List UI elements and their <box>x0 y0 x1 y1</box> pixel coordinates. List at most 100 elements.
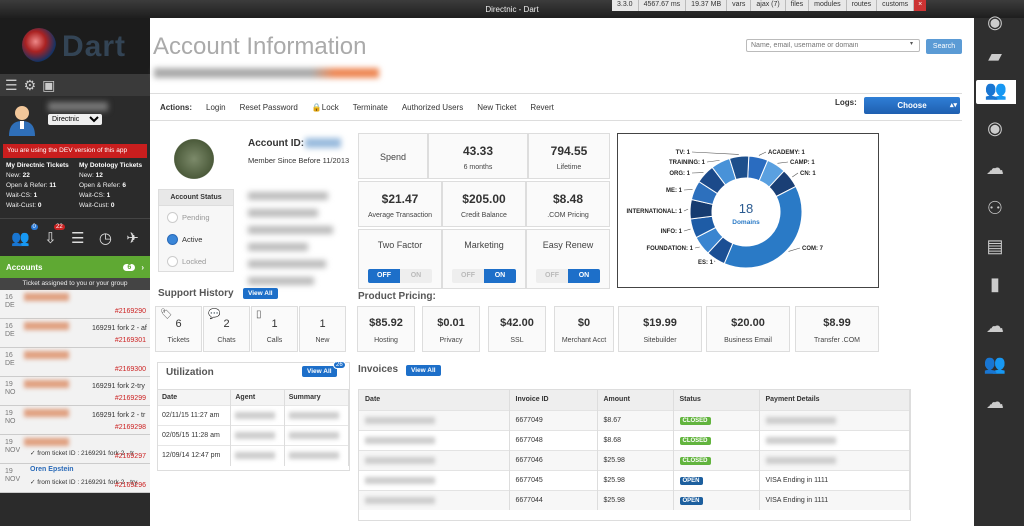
gear-icon[interactable]: ⚙ <box>23 76 37 93</box>
users-icon[interactable]: 👥 <box>983 354 1007 374</box>
sidebar-iconbar: 👥 0 ⇩ 22 ☰ ◷ ✈ <box>0 218 150 256</box>
pricing-privacy: $0.01 Privacy <box>422 306 480 352</box>
donut-leader-line <box>706 160 720 163</box>
authorized-users-action[interactable]: Authorized Users <box>401 102 464 112</box>
debug-modules[interactable]: modules <box>809 0 847 11</box>
tag-icon: 🏷 <box>160 309 173 320</box>
marketing-toggle[interactable]: OFF ON <box>452 269 516 283</box>
terminate-action[interactable]: Terminate <box>352 102 388 112</box>
debug-version[interactable]: 3.3.0 <box>612 0 639 11</box>
donut-leader-line <box>683 208 689 212</box>
table-row[interactable]: 6677049 $8.67 CLOSED <box>359 409 910 430</box>
document-icon[interactable]: ▤ <box>986 236 1004 256</box>
cloud-icon[interactable]: ☁ <box>986 316 1004 336</box>
logs-dropdown[interactable]: Choose ▴▾ <box>864 97 960 114</box>
revert-action[interactable]: Revert <box>530 102 554 112</box>
cloud-icon[interactable]: ☁ <box>986 158 1004 178</box>
reset-password-action[interactable]: Reset Password <box>239 102 298 112</box>
table-row[interactable]: 6677048 $8.68 CLOSED <box>359 429 910 450</box>
ticket-item[interactable]: 16 DE #2169300 <box>0 348 150 377</box>
table-row[interactable]: 02/11/15 11:27 am <box>158 405 350 426</box>
debug-routes[interactable]: routes <box>847 0 878 11</box>
status-active[interactable]: Active <box>159 228 233 250</box>
new-ticket-action[interactable]: New Ticket <box>477 102 517 112</box>
cloud-icon[interactable]: ☁ <box>986 392 1004 412</box>
ticket-item[interactable]: 19 NO 169291 fork 2 - tr #2169298 <box>0 406 150 435</box>
donut-center-label: Domains <box>732 219 760 226</box>
pricing-transfer-com: $8.99 Transfer .COM <box>795 306 879 352</box>
table-row[interactable]: 6677046 $25.98 CLOSED <box>359 449 910 470</box>
phone-icon: ▯ <box>256 309 262 320</box>
avg-transaction-card: $21.47 Average Transaction <box>358 181 442 227</box>
donut-leader-line <box>683 189 693 191</box>
table-row[interactable]: 02/05/15 11:28 am <box>158 425 350 446</box>
donut-total: 18 <box>739 201 753 216</box>
donut-label: CAMP: 1 <box>790 160 815 166</box>
ticket-item[interactable]: 16 DE #2169290 <box>0 290 150 319</box>
lock-action[interactable]: 🔒Lock <box>311 102 339 112</box>
debug-stats-bar: 3.3.0 4567.67 ms 19.37 MB vars ajax (7) … <box>612 0 927 11</box>
ticket-item[interactable]: 19 NOV ✓ from ticket ID : 2169291 fork 2 … <box>0 435 150 464</box>
tickets-card[interactable]: 🏷 6 Tickets <box>155 306 202 352</box>
search-input[interactable] <box>746 39 920 52</box>
briefcase-icon[interactable]: ▣ <box>42 76 56 93</box>
inbox-icon[interactable]: ⇩ 22 <box>44 223 65 247</box>
directnic-tickets[interactable]: My Directnic Tickets New: 22 Open & Refe… <box>6 162 69 209</box>
table-row[interactable]: 6677045 $25.98 OPEN VISA Ending in 1111 <box>359 469 910 490</box>
donut-leader-line <box>683 228 691 232</box>
search-button[interactable]: Search <box>926 39 962 54</box>
status-pending[interactable]: Pending <box>159 206 233 228</box>
status-locked[interactable]: Locked <box>159 250 233 272</box>
table-row[interactable]: 12/09/14 12:47 pm <box>158 445 350 466</box>
close-icon[interactable]: × <box>914 0 927 11</box>
globe-icon[interactable]: ◉ <box>987 12 1003 32</box>
support-view-all-button[interactable]: View All <box>243 288 278 299</box>
debug-customs[interactable]: customs <box>877 0 915 11</box>
chevron-right-icon: › <box>141 262 144 272</box>
calls-card[interactable]: ▯ 1 Calls <box>251 306 298 352</box>
donut-slice-tv[interactable] <box>728 155 750 181</box>
invoices-view-all-button[interactable]: View All <box>406 365 441 376</box>
contacts-icon[interactable]: 👥 <box>976 80 1016 104</box>
two-factor-toggle[interactable]: OFF ON <box>368 269 432 283</box>
status-badge: OPEN <box>679 496 703 505</box>
debug-memory[interactable]: 19.37 MB <box>686 0 728 11</box>
utilization-panel: Date Agent Summary 02/11/15 11:27 am 02/… <box>157 362 350 471</box>
table-row[interactable]: 6677044 $25.98 OPEN VISA Ending in 1111 <box>359 489 910 510</box>
list-icon[interactable]: ☰ <box>71 229 85 247</box>
dotology-tickets[interactable]: My Dotology Tickets New: 12 Open & Refer… <box>79 162 143 209</box>
logs-label: Logs: <box>835 98 857 107</box>
folder-icon[interactable]: ▰ <box>988 46 1002 66</box>
debug-files[interactable]: files <box>786 0 810 11</box>
accounts-bar[interactable]: Accounts 6 › <box>0 256 150 278</box>
debug-vars[interactable]: vars <box>727 0 752 11</box>
ticket-item[interactable]: 19 NOV Oren Epstein ✓ from ticket ID : 21… <box>0 464 150 493</box>
globe-icon[interactable]: ◉ <box>987 118 1003 138</box>
users-icon[interactable]: 👥 0 <box>11 223 38 247</box>
pricing-ssl: $42.00 SSL <box>488 306 546 352</box>
login-action[interactable]: Login <box>206 102 226 112</box>
menu-icon[interactable]: ☰ <box>5 76 18 93</box>
account-details <box>248 192 338 292</box>
debug-ajax[interactable]: ajax (7) <box>751 0 786 11</box>
chevron-down-icon[interactable]: ▾ <box>910 41 914 47</box>
server-icon[interactable]: ▮ <box>990 274 1000 294</box>
plane-icon[interactable]: ✈ <box>126 229 139 247</box>
org-select[interactable]: Directnic <box>48 114 102 125</box>
window-title: Directnic - Dart <box>485 5 539 14</box>
chats-card[interactable]: 💬 2 Chats <box>203 306 250 352</box>
left-sidebar: Dart ☰ ⚙ ▣ Directnic You are using the D… <box>0 18 150 526</box>
app-logo[interactable]: Dart <box>0 18 150 74</box>
new-card[interactable]: 1 New <box>299 306 346 352</box>
ticket-item[interactable]: 16 DE 169291 fork 2 - af #2169301 <box>0 319 150 348</box>
donut-leader-line <box>758 151 767 156</box>
utilization-view-all-button[interactable]: View All <box>302 366 337 377</box>
dev-warning: You are using the DEV version of this ap… <box>3 144 147 158</box>
debug-time[interactable]: 4567.67 ms <box>639 0 687 11</box>
account-status: Account Status Pending Active Locked <box>158 189 234 272</box>
clock-icon[interactable]: ◷ <box>98 229 112 247</box>
easy-renew-toggle[interactable]: OFF ON <box>536 269 600 283</box>
page-title: Account Information <box>153 33 367 60</box>
network-user-icon[interactable]: ⚇ <box>986 198 1004 218</box>
ticket-item[interactable]: 19 NO 169291 fork 2-try #2169299 <box>0 377 150 406</box>
